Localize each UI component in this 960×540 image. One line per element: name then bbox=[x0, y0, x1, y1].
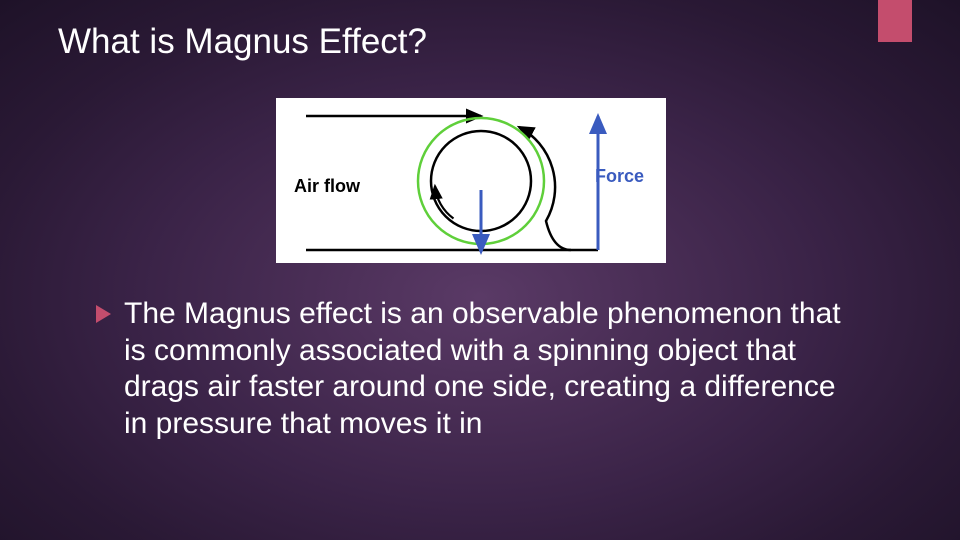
bullet-triangle-icon bbox=[96, 305, 111, 323]
slide-title: What is Magnus Effect? bbox=[58, 22, 427, 62]
body-text: The Magnus effect is an observable pheno… bbox=[124, 296, 844, 442]
force-label: Force bbox=[595, 166, 644, 187]
body-block: The Magnus effect is an observable pheno… bbox=[124, 296, 844, 442]
accent-bar bbox=[878, 0, 912, 42]
magnus-diagram: Air flow Force bbox=[276, 98, 666, 263]
airflow-label: Air flow bbox=[294, 176, 360, 197]
